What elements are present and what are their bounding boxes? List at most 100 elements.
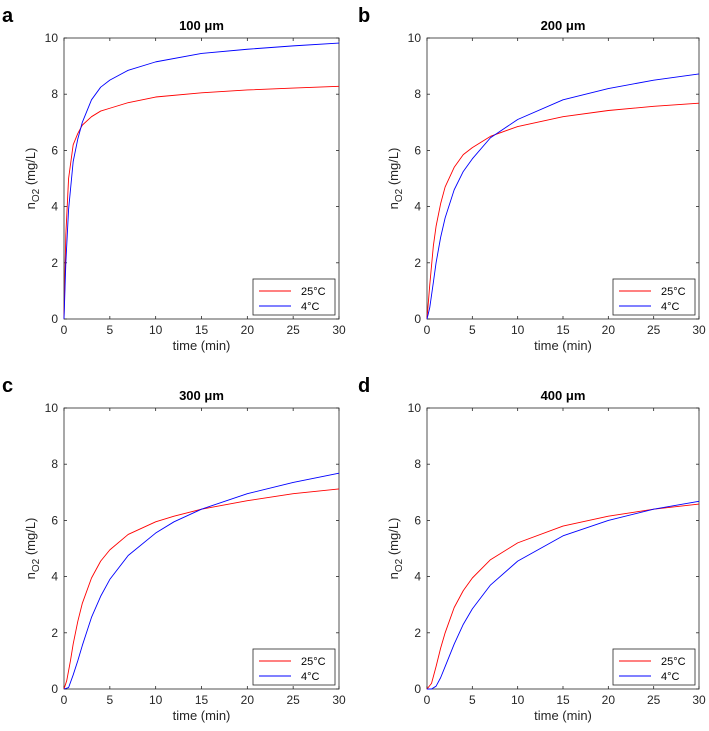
x-tick-label: 30 [692, 693, 706, 707]
y-axis-label: nO2 (mg/L) [386, 518, 405, 580]
y-tick-label: 10 [45, 31, 59, 45]
x-tick-label: 25 [286, 693, 300, 707]
legend-label: 4°C [661, 671, 680, 683]
legend-box [252, 278, 336, 316]
x-tick-label: 20 [602, 323, 616, 337]
x-tick-label: 10 [149, 693, 163, 707]
chart-title: 200 μm [541, 18, 586, 33]
panel-b: b 200 μm 0 5 10 15 20 25 30 0 2 4 6 8 10 time (min) nO2 … [358, 5, 706, 353]
x-tick-label: 20 [241, 323, 255, 337]
x-axis-label: time (min) [173, 338, 231, 353]
series-line-4c [426, 73, 700, 320]
y-tick-label: 4 [51, 570, 58, 584]
y-tick-label: 6 [414, 513, 421, 527]
legend-label: 25°C [301, 656, 326, 668]
x-tick-label: 25 [647, 323, 661, 337]
legend: 25°C 4°C [252, 648, 336, 686]
x-tick-label: 0 [61, 323, 68, 337]
y-tick-label: 10 [408, 401, 422, 415]
y-tick-label: 6 [414, 143, 421, 157]
chart-title: 300 μm [179, 388, 224, 403]
y-tick-label: 2 [414, 256, 421, 270]
x-tick-label: 10 [511, 323, 525, 337]
panel-c: c 300 μm 0 5 10 15 20 25 30 0 2 4 6 8 10 time (min) nO2 … [2, 375, 346, 723]
x-tick-label: 0 [424, 693, 431, 707]
x-tick-label: 25 [647, 693, 661, 707]
x-tick-label: 30 [332, 323, 346, 337]
y-axis-label: nO2 (mg/L) [386, 148, 405, 210]
x-tick-label: 10 [149, 323, 163, 337]
y-axis-label: nO2 (mg/L) [23, 518, 42, 580]
x-tick-label: 30 [692, 323, 706, 337]
legend-label: 4°C [301, 671, 320, 683]
legend-label: 25°C [301, 286, 326, 298]
legend-box [612, 278, 696, 316]
x-tick-label: 5 [106, 693, 113, 707]
panel-a: a 100 μm 0 5 10 15 20 25 30 0 2 4 6 8 10 time (min) nO2 … [2, 5, 346, 353]
panel-letter: c [2, 375, 13, 397]
y-tick-label: 6 [51, 513, 58, 527]
panel-letter: b [358, 5, 370, 27]
panel-letter: d [358, 375, 370, 397]
series-line-25c [426, 503, 700, 690]
y-tick-label: 4 [414, 200, 421, 214]
x-axis-label: time (min) [534, 338, 592, 353]
x-tick-label: 20 [602, 693, 616, 707]
series-line-25c [426, 102, 700, 320]
axes-box [63, 37, 340, 320]
chart-title: 100 μm [179, 18, 224, 33]
y-tick-label: 0 [414, 312, 421, 326]
y-tick-label: 4 [414, 570, 421, 584]
legend-label: 4°C [661, 301, 680, 313]
x-tick-label: 15 [556, 693, 570, 707]
y-tick-label: 2 [51, 626, 58, 640]
y-tick-label: 10 [45, 401, 59, 415]
x-tick-label: 20 [241, 693, 255, 707]
legend: 25°C 4°C [252, 278, 336, 316]
series-line-25c [63, 488, 340, 690]
x-tick-label: 25 [286, 323, 300, 337]
y-tick-label: 4 [51, 200, 58, 214]
legend-label: 25°C [661, 656, 686, 668]
x-axis-label: time (min) [173, 708, 231, 723]
axes-box [63, 407, 340, 690]
x-tick-label: 15 [195, 693, 209, 707]
x-tick-label: 0 [424, 323, 431, 337]
y-tick-label: 0 [414, 682, 421, 696]
x-tick-label: 0 [61, 693, 68, 707]
legend-box [612, 648, 696, 686]
y-axis-label: nO2 (mg/L) [23, 148, 42, 210]
x-tick-label: 5 [106, 323, 113, 337]
chart-title: 400 μm [541, 388, 586, 403]
y-tick-label: 6 [51, 143, 58, 157]
series-line-4c [63, 42, 340, 320]
y-tick-label: 8 [414, 457, 421, 471]
x-tick-label: 5 [469, 693, 476, 707]
legend-box [252, 648, 336, 686]
x-tick-label: 10 [511, 693, 525, 707]
y-tick-label: 2 [414, 626, 421, 640]
legend: 25°C 4°C [612, 648, 696, 686]
y-tick-label: 8 [51, 87, 58, 101]
x-axis-label: time (min) [534, 708, 592, 723]
legend-label: 25°C [661, 286, 686, 298]
x-tick-label: 30 [332, 693, 346, 707]
y-tick-label: 0 [51, 682, 58, 696]
y-tick-label: 10 [408, 31, 422, 45]
y-tick-label: 0 [51, 312, 58, 326]
series-line-25c [63, 85, 340, 320]
axes-box [426, 407, 700, 690]
series-line-4c [427, 500, 700, 690]
x-tick-label: 15 [195, 323, 209, 337]
legend: 25°C 4°C [612, 278, 696, 316]
x-tick-label: 15 [556, 323, 570, 337]
series-line-4c [63, 472, 340, 690]
legend-label: 4°C [301, 301, 320, 313]
x-tick-label: 5 [469, 323, 476, 337]
y-tick-label: 8 [414, 87, 421, 101]
panel-d: d 400 μm 0 5 10 15 20 25 30 0 2 4 6 8 10 time (min) nO2 … [358, 375, 706, 723]
panel-letter: a [2, 5, 14, 27]
y-tick-label: 2 [51, 256, 58, 270]
axes-box [426, 37, 700, 320]
